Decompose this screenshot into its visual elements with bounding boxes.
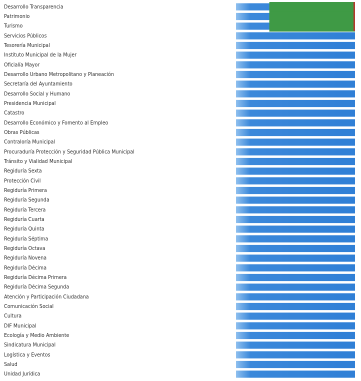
bar bbox=[236, 206, 355, 214]
overlay-bars bbox=[269, 2, 355, 32]
category-label: Atención y Participación Ciudadana bbox=[4, 293, 89, 300]
category-label: Cultura bbox=[4, 314, 22, 320]
category-label: Obras Públicas bbox=[4, 129, 40, 136]
category-label: Desarrollo Social y Humano bbox=[4, 91, 70, 97]
bar bbox=[236, 360, 355, 369]
category-label: Instituto Municipal de la Mujer bbox=[4, 53, 77, 59]
bar bbox=[236, 80, 355, 88]
bar bbox=[236, 99, 355, 108]
category-label: Desarrollo Transparencia bbox=[4, 4, 63, 10]
bar bbox=[236, 157, 355, 166]
category-label: Tesorería Municipal bbox=[3, 42, 50, 49]
category-label: Sindicatura Municipal bbox=[4, 343, 56, 349]
category-labels: Desarrollo Transparencia Patrimonio Turism… bbox=[3, 4, 134, 377]
category-label: Oficialía Mayor bbox=[4, 61, 40, 68]
bar bbox=[236, 351, 355, 359]
bar bbox=[236, 235, 355, 243]
bar bbox=[236, 177, 355, 185]
category-label: Desarrollo Económico y Fomento al Empleo bbox=[4, 119, 108, 126]
category-label: Patrimonio bbox=[4, 14, 30, 20]
bar bbox=[236, 283, 355, 291]
bar bbox=[236, 70, 355, 79]
bar bbox=[236, 341, 355, 349]
category-label: Secretaría del Ayuntamiento bbox=[4, 81, 72, 88]
category-label: Presidencia Municipal bbox=[4, 101, 56, 107]
category-label: Regiduría Novena bbox=[4, 255, 47, 262]
category-label: Regiduría Cuarta bbox=[4, 216, 44, 223]
overlay-edge bbox=[353, 2, 355, 31]
category-label: Regiduría Décima bbox=[4, 264, 47, 271]
category-label: Servicios Públicos bbox=[4, 32, 47, 39]
category-label: Turismo bbox=[3, 24, 23, 30]
bar bbox=[236, 167, 355, 175]
category-label: Comunicación Social bbox=[4, 303, 54, 310]
bars bbox=[236, 3, 355, 378]
bar bbox=[236, 90, 355, 98]
category-label: Ecología y Medio Ambiente bbox=[4, 332, 69, 339]
bar bbox=[236, 128, 355, 137]
bar bbox=[236, 225, 355, 233]
category-label: Logística y Eventos bbox=[4, 351, 51, 358]
category-label: Desarrollo Urbano Metropolitano y Planea… bbox=[4, 71, 114, 78]
bar bbox=[236, 109, 355, 117]
bar bbox=[236, 302, 355, 311]
bar bbox=[236, 293, 355, 301]
bar bbox=[236, 138, 355, 146]
category-label: Unidad Jurídica bbox=[4, 371, 40, 378]
overlay-bar bbox=[269, 21, 355, 32]
bar bbox=[236, 331, 355, 340]
category-label: Regiduría Quinta bbox=[4, 226, 44, 233]
bar bbox=[236, 32, 355, 40]
category-label: Catastro bbox=[4, 111, 24, 117]
bar bbox=[236, 322, 355, 330]
category-label: Regiduría Sexta bbox=[4, 168, 42, 175]
category-label: Regiduría Segunda bbox=[4, 197, 49, 204]
category-label: Salud bbox=[4, 362, 17, 368]
bar bbox=[236, 215, 355, 224]
category-label: Contraloría Municipal bbox=[4, 139, 55, 146]
category-label: Regiduría Décima Primera bbox=[4, 274, 67, 281]
category-label: Tránsito y Vialidad Municipal bbox=[3, 158, 72, 165]
bar bbox=[236, 41, 355, 50]
category-label: Regiduría Tercera bbox=[4, 206, 46, 213]
bar bbox=[236, 264, 355, 272]
category-label: Regiduría Décima Segunda bbox=[4, 284, 69, 291]
category-label: Protección Civil bbox=[4, 177, 41, 184]
overlay-bar bbox=[269, 11, 355, 22]
bar bbox=[236, 186, 355, 195]
category-label: Regiduría Primera bbox=[4, 187, 47, 194]
category-label: DIF Municipal bbox=[4, 323, 36, 329]
bar bbox=[236, 244, 355, 253]
bar bbox=[236, 51, 355, 59]
category-label: Regiduría Séptima bbox=[4, 235, 48, 242]
bar bbox=[236, 196, 355, 204]
category-label: Regiduría Octava bbox=[4, 245, 45, 252]
bar bbox=[236, 254, 355, 262]
bar bbox=[236, 148, 355, 156]
bar bbox=[236, 370, 355, 378]
category-label: Procuraduría Protección y Seguridad Públ… bbox=[4, 148, 134, 155]
bar bbox=[236, 312, 355, 320]
bar bbox=[236, 273, 355, 282]
bar bbox=[236, 61, 355, 69]
bar bbox=[236, 119, 355, 127]
overlay-bar bbox=[269, 2, 355, 13]
